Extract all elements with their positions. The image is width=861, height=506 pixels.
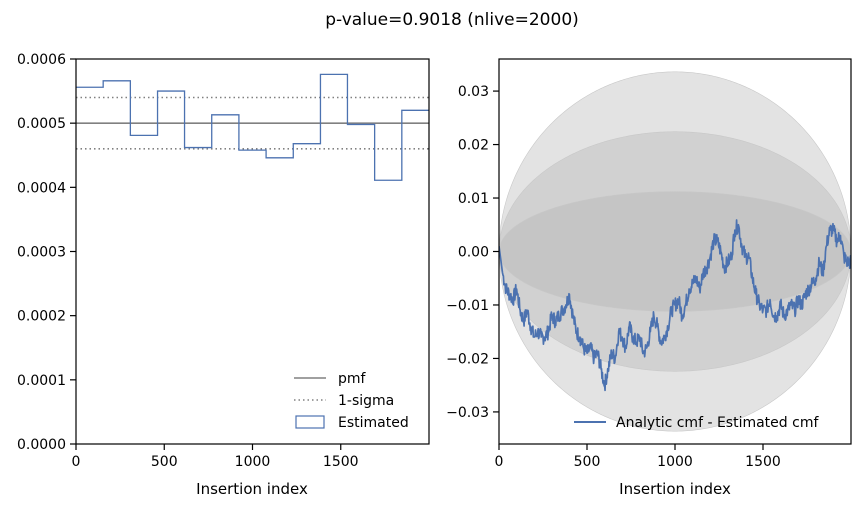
y-tick-label: 0.0006 bbox=[17, 52, 66, 68]
x-tick-label: 500 bbox=[574, 454, 601, 470]
y-tick-label: 0.0000 bbox=[17, 437, 66, 453]
legend-cmf-label: Analytic cmf - Estimated cmf bbox=[616, 415, 819, 431]
x-tick-label: 1500 bbox=[323, 454, 359, 470]
estimated-histogram-step bbox=[76, 73, 429, 181]
sigma-band-1 bbox=[499, 191, 851, 312]
y-tick-label: 0.03 bbox=[458, 84, 489, 100]
figure-title: p-value=0.9018 (nlive=2000) bbox=[325, 10, 579, 30]
histogram-legend: pmf 1-sigma Estimated bbox=[294, 371, 409, 431]
cmf-difference-line bbox=[499, 219, 851, 392]
histogram-ticks: 0 500 1000 1500 0.0000 0.0001 0.0002 0.0003 0.00… bbox=[17, 52, 359, 470]
y-tick-label: 0.02 bbox=[458, 138, 489, 154]
histogram-x-axis-label: Insertion index bbox=[196, 480, 308, 498]
cmf-ticks: 0 500 1000 1500 −0.03 −0.02 −0.01 0.00 0.01 0.02 0… bbox=[446, 84, 781, 470]
x-tick-label: 1000 bbox=[657, 454, 693, 470]
histogram-panel: 0 500 1000 1500 0.0000 0.0001 0.0002 0.0003 0.00… bbox=[17, 52, 430, 498]
y-tick-label: 0.0004 bbox=[17, 180, 66, 196]
cmf-legend: Analytic cmf - Estimated cmf bbox=[574, 415, 819, 431]
y-tick-label: 0.01 bbox=[458, 191, 489, 207]
y-tick-label: −0.02 bbox=[446, 351, 489, 367]
y-tick-label: −0.01 bbox=[446, 298, 489, 314]
x-tick-label: 500 bbox=[151, 454, 178, 470]
sigma-band-3 bbox=[499, 71, 851, 432]
y-tick-label: 0.0005 bbox=[17, 116, 66, 132]
histogram-plot-area bbox=[76, 73, 429, 181]
legend-estimated-label: Estimated bbox=[338, 415, 409, 431]
legend-estimated-swatch bbox=[295, 415, 325, 429]
y-tick-label: 0.00 bbox=[458, 245, 489, 261]
x-tick-label: 0 bbox=[72, 454, 81, 470]
y-tick-label: 0.0001 bbox=[17, 373, 66, 389]
legend-1sigma-label: 1-sigma bbox=[338, 393, 394, 409]
legend-pmf-label: pmf bbox=[338, 371, 367, 387]
y-tick-label: 0.0002 bbox=[17, 309, 66, 325]
y-tick-label: −0.03 bbox=[446, 405, 489, 421]
x-tick-label: 1500 bbox=[745, 454, 781, 470]
x-tick-label: 0 bbox=[495, 454, 504, 470]
cmf-x-axis-label: Insertion index bbox=[619, 480, 731, 498]
histogram-axes-frame bbox=[75, 58, 430, 445]
cmf-difference-panel: 0 500 1000 1500 −0.03 −0.02 −0.01 0.00 0.01 0.02 0… bbox=[446, 58, 852, 498]
x-tick-label: 1000 bbox=[235, 454, 271, 470]
y-tick-label: 0.0003 bbox=[17, 245, 66, 261]
cmf-plot-area bbox=[499, 71, 851, 432]
